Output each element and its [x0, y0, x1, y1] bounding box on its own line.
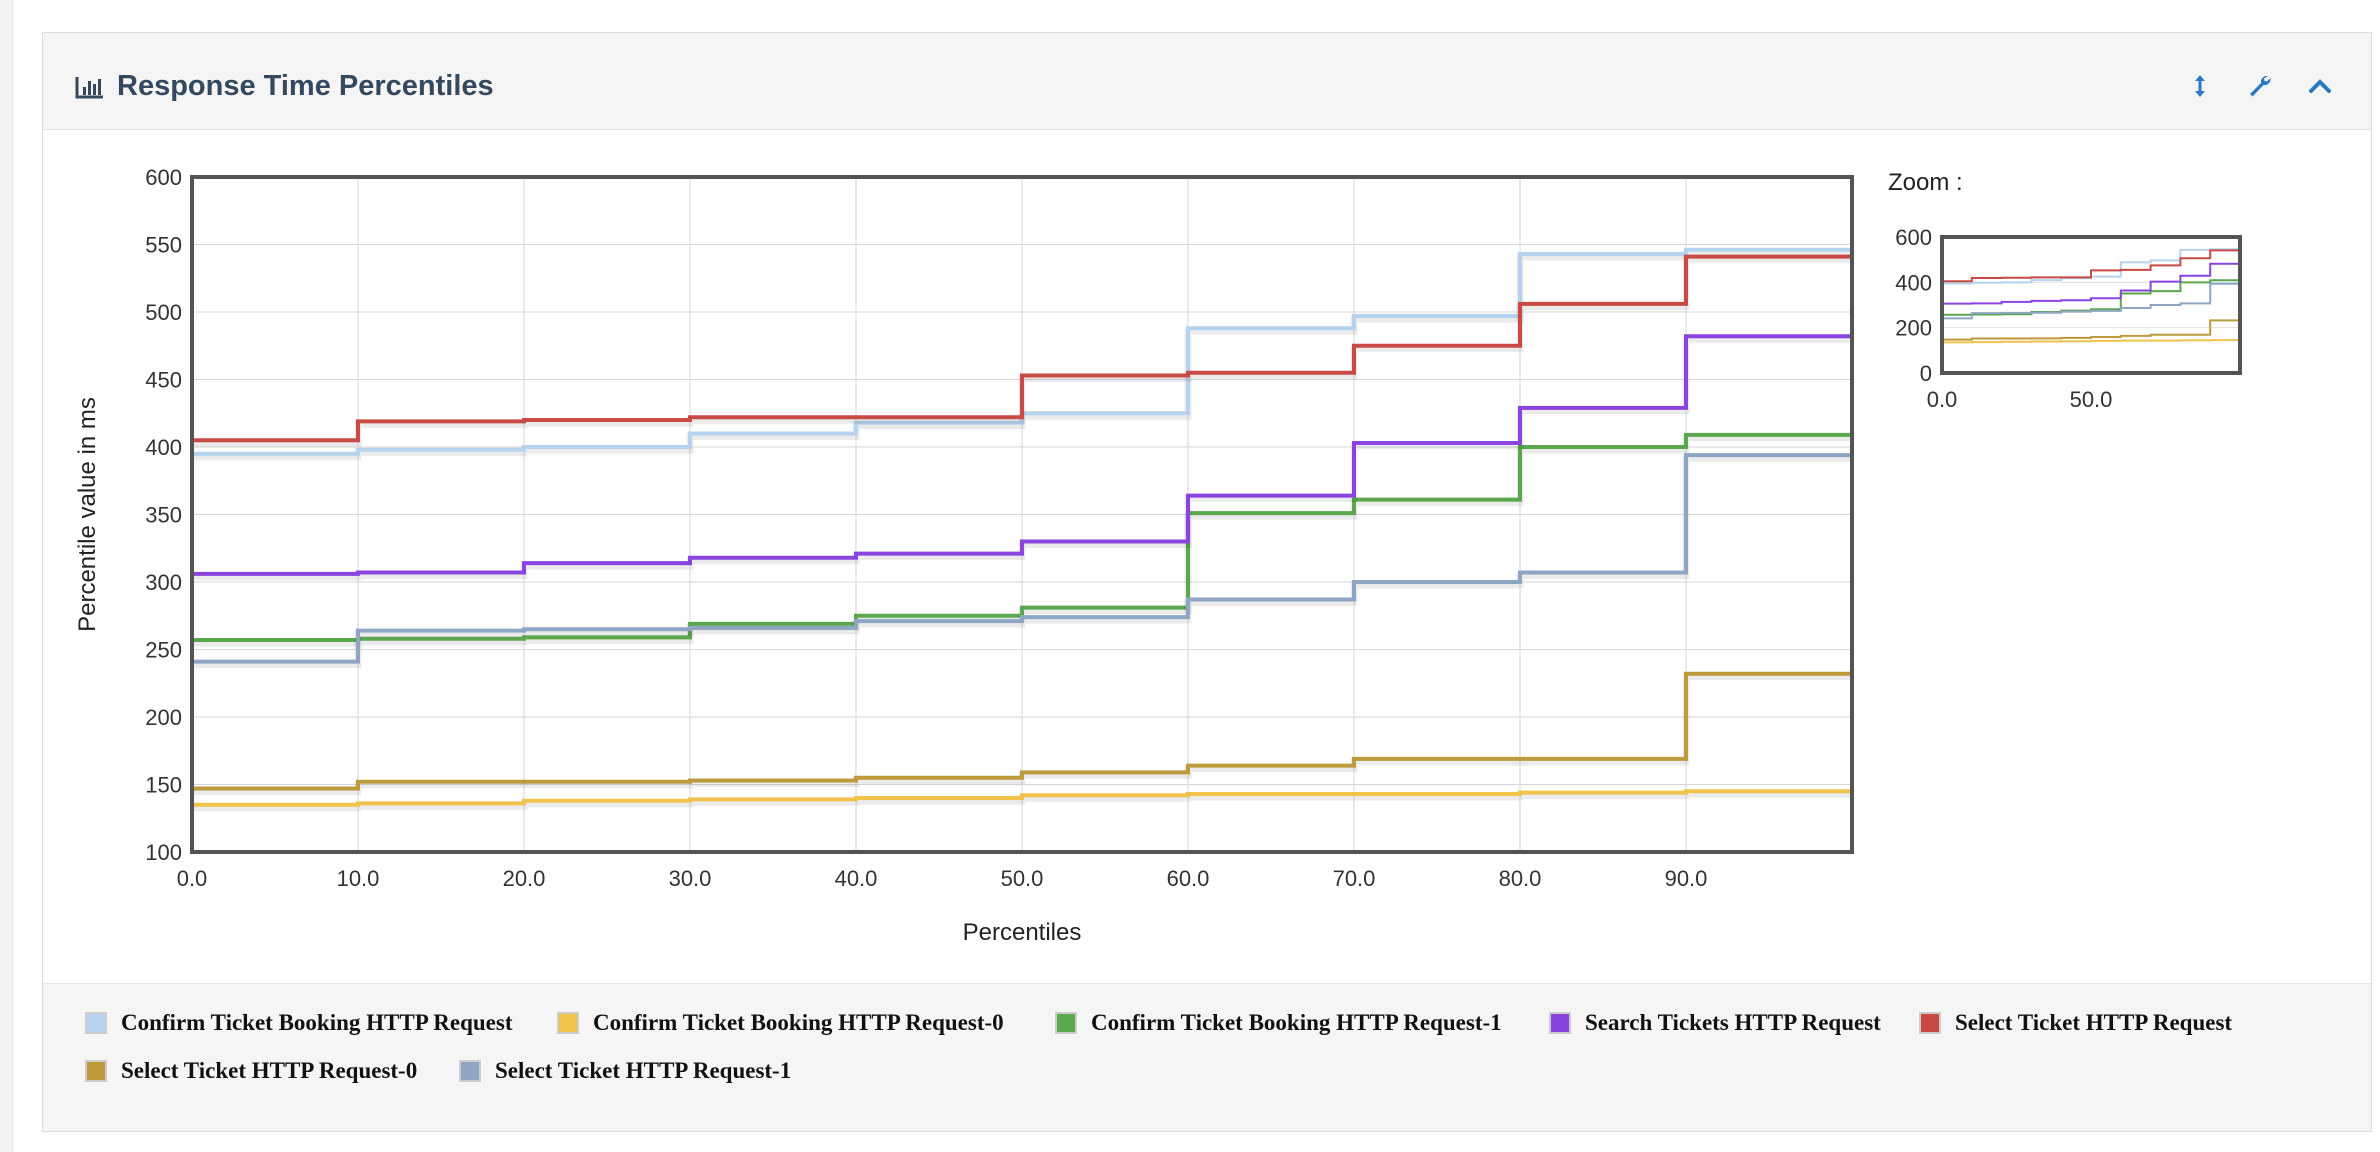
y-tick-label: 200 — [145, 705, 182, 730]
bar-chart-icon — [75, 76, 103, 98]
zoom-frame — [1940, 235, 2242, 375]
x-tick-label: 90.0 — [1665, 866, 1708, 891]
zoom-series-line-1 — [1942, 339, 2240, 344]
x-tick-label: 40.0 — [835, 866, 878, 891]
zoom-x-tick-label: 50.0 — [2070, 387, 2113, 412]
legend-item[interactable]: Select Ticket HTTP Request-1 — [459, 1058, 791, 1084]
series-line-6 — [192, 453, 1852, 664]
y-axis-title: Percentile value in ms — [74, 397, 101, 632]
legend-label: Select Ticket HTTP Request-1 — [495, 1058, 792, 1083]
legend-swatch — [1549, 1012, 1571, 1034]
x-tick-label: 80.0 — [1499, 866, 1542, 891]
panel-tools — [2187, 73, 2333, 99]
legend-label: Confirm Ticket Booking HTTP Request-0 — [593, 1010, 1004, 1035]
legend-swatch — [459, 1060, 481, 1082]
x-tick-label: 60.0 — [1167, 866, 1210, 891]
wrench-icon[interactable] — [2247, 73, 2273, 99]
series-lines — [192, 247, 1852, 812]
zoom-series-line-6 — [1942, 282, 2240, 320]
legend-swatch — [1055, 1012, 1077, 1034]
y-tick-label: 500 — [145, 300, 182, 325]
resize-vertical-icon[interactable] — [2187, 73, 2213, 99]
x-tick-label: 0.0 — [177, 866, 208, 891]
legend-label: Search Tickets HTTP Request — [1585, 1010, 1881, 1035]
left-rail — [0, 0, 13, 1152]
zoom-y-tick-label: 0 — [1920, 361, 1932, 386]
y-tick-label: 150 — [145, 773, 182, 798]
y-tick-label: 350 — [145, 503, 182, 528]
legend-swatch — [85, 1012, 107, 1034]
series-line-2 — [192, 432, 1852, 643]
legend-swatch — [1919, 1012, 1941, 1034]
series-line-4 — [192, 254, 1852, 443]
x-tick-label: 50.0 — [1001, 866, 1044, 891]
x-tick-label: 30.0 — [669, 866, 712, 891]
y-tick-label: 400 — [145, 435, 182, 460]
x-tick-label: 20.0 — [503, 866, 546, 891]
zoom-series-line-5 — [1942, 319, 2240, 341]
y-tick-label: 550 — [145, 233, 182, 258]
y-tick-label: 450 — [145, 368, 182, 393]
series-line-5 — [192, 671, 1852, 791]
zoom-x-tick-label: 0.0 — [1927, 387, 1958, 412]
zoom-label: Zoom : — [1888, 169, 1963, 196]
x-tick-label: 70.0 — [1333, 866, 1376, 891]
legend-item[interactable]: Confirm Ticket Booking HTTP Request-0 — [557, 1010, 1004, 1036]
y-tick-label: 600 — [145, 165, 182, 190]
plot-frame — [190, 175, 1854, 854]
legend-label: Confirm Ticket Booking HTTP Request-1 — [1091, 1010, 1502, 1035]
legend-item[interactable]: Select Ticket HTTP Request — [1919, 1010, 2232, 1036]
series-line-1 — [192, 789, 1852, 807]
main-chart[interactable]: 100 150 200 250 300 350 400 450 500 550 600 0.0 10.0… — [0, 0, 2380, 1000]
zoom-series-line-3 — [1942, 262, 2240, 305]
legend-label: Select Ticket HTTP Request — [1955, 1010, 2233, 1035]
zoom-series-line-4 — [1942, 249, 2240, 283]
legend-swatch — [557, 1012, 579, 1034]
y-tick-label: 250 — [145, 638, 182, 663]
legend: Confirm Ticket Booking HTTP Request Confi… — [43, 983, 2371, 1131]
legend-label: Confirm Ticket Booking HTTP Request — [121, 1010, 513, 1035]
legend-item[interactable]: Search Tickets HTTP Request — [1549, 1010, 1881, 1036]
zoom-y-tick-label: 400 — [1895, 270, 1932, 295]
panel-title-text: Response Time Percentiles — [117, 70, 494, 102]
legend-item[interactable]: Confirm Ticket Booking HTTP Request-1 — [1055, 1010, 1502, 1036]
y-tick-label: 100 — [145, 840, 182, 865]
legend-swatch — [85, 1060, 107, 1082]
x-tick-label: 10.0 — [337, 866, 380, 891]
legend-item[interactable]: Select Ticket HTTP Request-0 — [85, 1058, 417, 1084]
x-axis-title: Percentiles — [963, 919, 1082, 946]
legend-item[interactable]: Confirm Ticket Booking HTTP Request — [85, 1010, 512, 1036]
zoom-y-tick-label: 200 — [1895, 316, 1932, 341]
y-tick-label: 300 — [145, 570, 182, 595]
series-line-3 — [192, 334, 1852, 576]
zoom-overview-chart[interactable]: Zoom : 0 200 400 600 0.0 50.0 — [0, 0, 2380, 1000]
legend-label: Select Ticket HTTP Request-0 — [121, 1058, 418, 1083]
zoom-y-tick-label: 600 — [1895, 225, 1932, 250]
panel-title: Response Time Percentiles — [75, 70, 494, 103]
chevron-up-icon[interactable] — [2307, 73, 2333, 99]
panel-heading: Response Time Percentiles — [43, 33, 2371, 130]
